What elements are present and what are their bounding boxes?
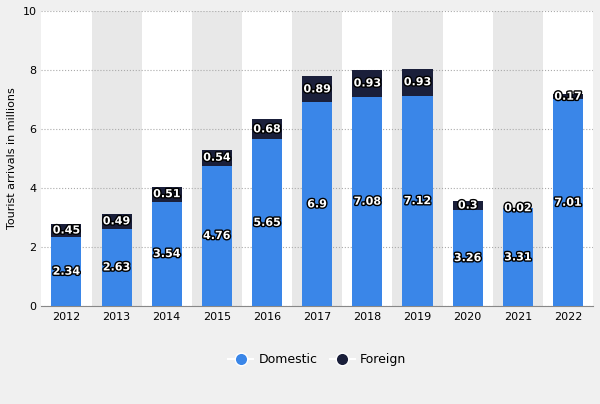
- Bar: [392, 11, 443, 306]
- Text: 0.93: 0.93: [404, 77, 431, 87]
- Bar: [142, 11, 192, 306]
- Text: 5.65: 5.65: [253, 218, 281, 228]
- Bar: [101, 229, 131, 306]
- Bar: [101, 214, 131, 229]
- Legend: Domestic, Foreign: Domestic, Foreign: [223, 348, 411, 371]
- Bar: [352, 97, 382, 306]
- Text: 7.08: 7.08: [353, 197, 381, 207]
- Bar: [302, 76, 332, 103]
- Text: 0.02: 0.02: [504, 203, 532, 213]
- Bar: [352, 70, 382, 97]
- Bar: [342, 11, 392, 306]
- Text: 7.12: 7.12: [404, 196, 431, 206]
- Bar: [152, 187, 182, 202]
- Bar: [192, 11, 242, 306]
- Text: 0.51: 0.51: [153, 189, 181, 199]
- Bar: [493, 11, 543, 306]
- Text: 4.76: 4.76: [203, 231, 231, 241]
- Text: 2.34: 2.34: [53, 267, 80, 277]
- Text: 6.9: 6.9: [307, 199, 327, 209]
- Bar: [41, 11, 92, 306]
- Bar: [202, 150, 232, 166]
- Bar: [543, 11, 593, 306]
- Bar: [452, 201, 483, 210]
- Text: 0.89: 0.89: [304, 84, 331, 95]
- Text: 3.31: 3.31: [504, 252, 532, 262]
- Bar: [553, 94, 583, 99]
- Text: 2.63: 2.63: [103, 263, 130, 272]
- Text: 7.01: 7.01: [554, 198, 581, 208]
- Y-axis label: Tourist arrivals in millions: Tourist arrivals in millions: [7, 88, 17, 229]
- Bar: [503, 208, 533, 306]
- Bar: [452, 210, 483, 306]
- Bar: [202, 166, 232, 306]
- Bar: [92, 11, 142, 306]
- Bar: [252, 119, 282, 139]
- Bar: [52, 237, 82, 306]
- Text: 0.93: 0.93: [353, 78, 381, 88]
- Text: 0.17: 0.17: [554, 92, 581, 102]
- Bar: [403, 96, 433, 306]
- Bar: [52, 224, 82, 237]
- Text: 0.68: 0.68: [253, 124, 281, 135]
- Text: 3.26: 3.26: [454, 253, 481, 263]
- Bar: [242, 11, 292, 306]
- Bar: [292, 11, 342, 306]
- Bar: [302, 103, 332, 306]
- Text: 0.54: 0.54: [203, 153, 230, 163]
- Text: 0.45: 0.45: [53, 225, 80, 236]
- Bar: [252, 139, 282, 306]
- Bar: [443, 11, 493, 306]
- Bar: [403, 69, 433, 96]
- Bar: [152, 202, 182, 306]
- Text: 3.54: 3.54: [153, 249, 181, 259]
- Text: 0.49: 0.49: [103, 216, 130, 226]
- Bar: [553, 99, 583, 306]
- Text: 0.3: 0.3: [458, 200, 478, 210]
